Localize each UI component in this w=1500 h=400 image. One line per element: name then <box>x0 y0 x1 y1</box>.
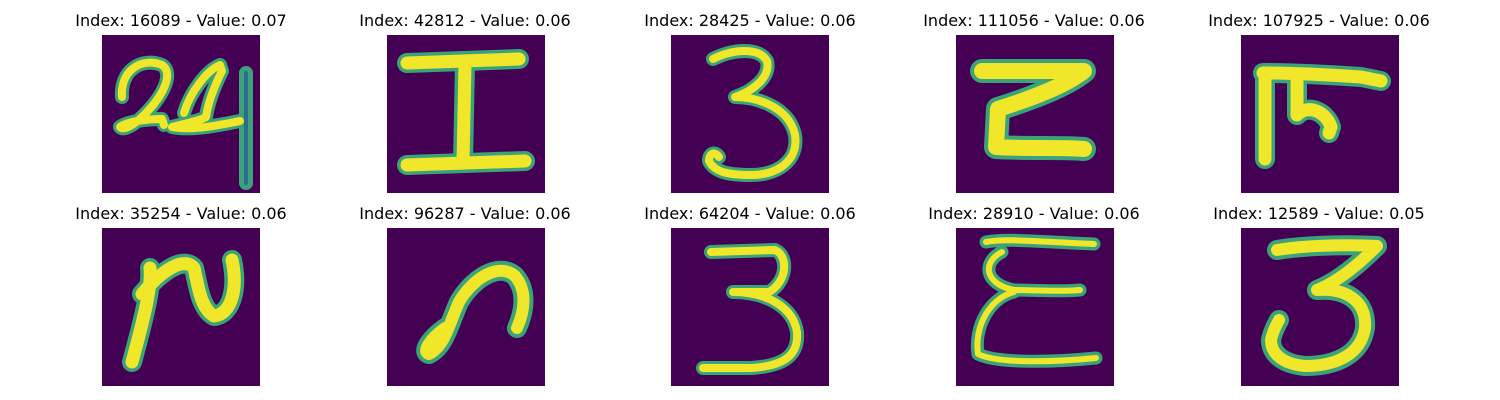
handwritten-glyph-image <box>122 250 245 372</box>
panel-title: Index: 28425 - Value: 0.06 <box>644 11 856 30</box>
handwritten-glyph-image <box>970 59 1096 161</box>
digit-image-panel <box>1241 35 1399 193</box>
panel-title: Index: 28910 - Value: 0.06 <box>928 204 1140 223</box>
panel-title: Index: 107925 - Value: 0.06 <box>1208 11 1430 30</box>
panel-title: Index: 42812 - Value: 0.06 <box>359 11 571 30</box>
digit-image-panel <box>956 35 1114 193</box>
handwritten-glyph-image <box>397 49 535 175</box>
panel-title: Index: 111056 - Value: 0.06 <box>923 11 1145 30</box>
panel-title: Index: 64204 - Value: 0.06 <box>644 204 856 223</box>
digit-image-panel <box>956 228 1114 386</box>
handwritten-glyph-image <box>696 243 805 375</box>
digit-image-panel <box>387 228 545 386</box>
handwritten-glyph-image <box>1253 63 1391 169</box>
panel-title: Index: 16089 - Value: 0.07 <box>75 11 287 30</box>
handwritten-glyph-image <box>702 44 803 182</box>
handwritten-glyph-image <box>113 55 253 190</box>
handwritten-glyph-image <box>1261 235 1387 376</box>
digit-image-panel <box>1241 228 1399 386</box>
digit-image-panel <box>671 228 829 386</box>
panel-title: Index: 12589 - Value: 0.05 <box>1213 204 1425 223</box>
panel-title: Index: 96287 - Value: 0.06 <box>359 204 571 223</box>
panel-title: Index: 35254 - Value: 0.06 <box>75 204 287 223</box>
digit-image-panel <box>102 35 260 193</box>
digit-image-panel <box>102 228 260 386</box>
digit-image-panel <box>671 35 829 193</box>
handwritten-glyph-image <box>416 260 534 364</box>
handwritten-glyph-image <box>970 233 1103 368</box>
digit-image-panel <box>387 35 545 193</box>
